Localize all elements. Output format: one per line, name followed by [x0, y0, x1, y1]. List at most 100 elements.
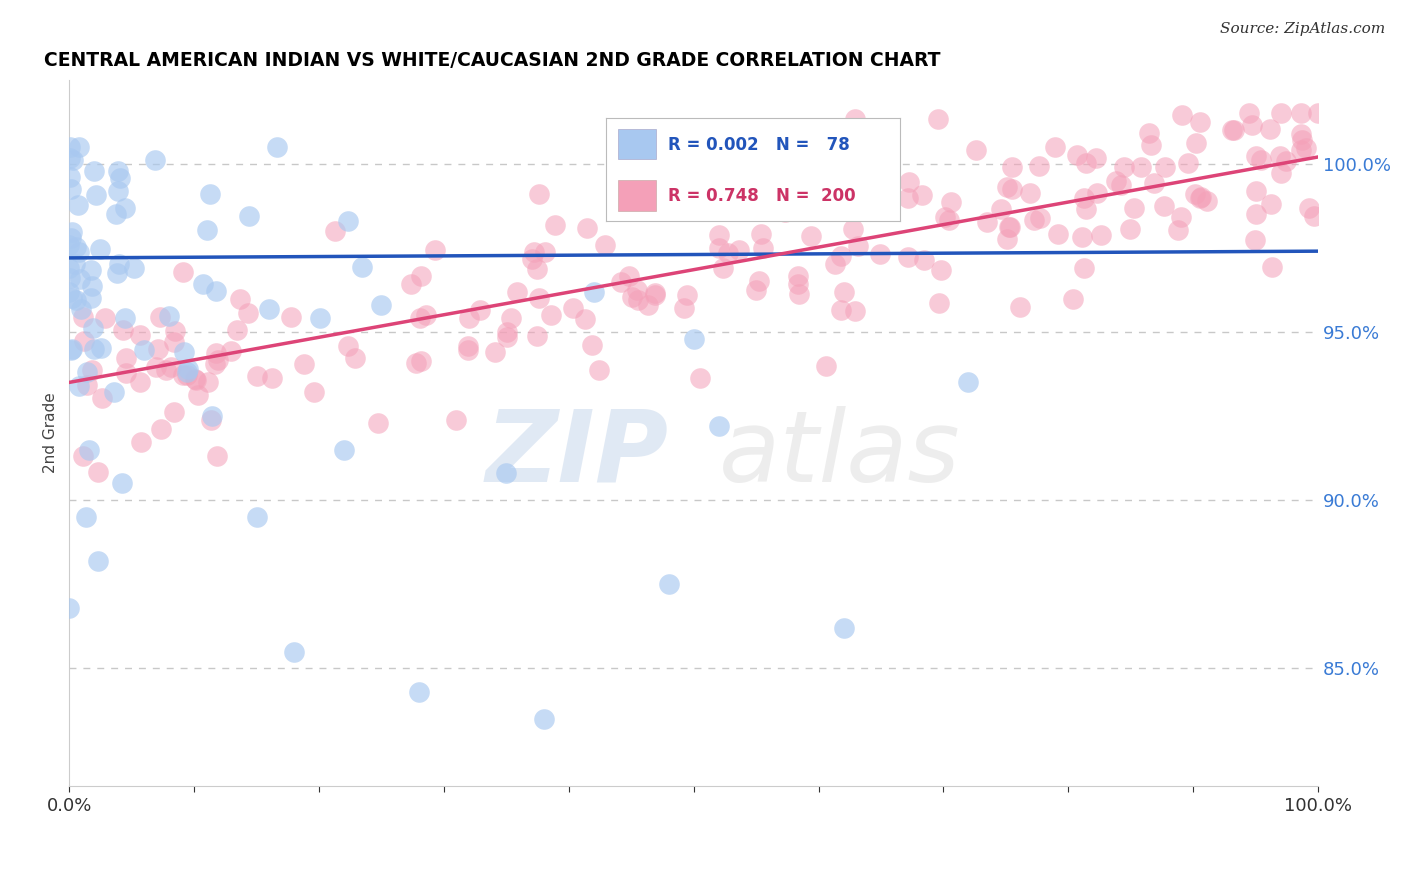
Point	[150, 422, 173, 436]
Point	[673, 301, 696, 315]
Point	[576, 220, 599, 235]
Point	[112, 323, 135, 337]
Point	[370, 298, 392, 312]
Point	[457, 343, 479, 357]
Point	[938, 212, 960, 227]
Y-axis label: 2nd Grade: 2nd Grade	[44, 392, 58, 474]
Point	[172, 265, 194, 279]
Point	[1260, 197, 1282, 211]
Point	[444, 413, 467, 427]
Point	[1291, 133, 1313, 147]
Point	[87, 465, 110, 479]
Point	[266, 140, 288, 154]
Point	[59, 182, 82, 196]
Point	[195, 223, 218, 237]
Point	[1045, 140, 1067, 154]
Point	[540, 308, 562, 322]
Point	[927, 112, 949, 127]
Point	[842, 222, 865, 236]
Point	[1001, 160, 1024, 174]
Point	[1189, 190, 1212, 204]
Point	[898, 175, 921, 189]
Point	[995, 232, 1018, 246]
Point	[246, 368, 269, 383]
Point	[1270, 166, 1292, 180]
Point	[134, 343, 156, 357]
Point	[844, 112, 866, 126]
Point	[824, 257, 846, 271]
Point	[405, 356, 427, 370]
Point	[83, 342, 105, 356]
Point	[1289, 127, 1312, 141]
Point	[533, 712, 555, 726]
Point	[58, 140, 80, 154]
Point	[505, 285, 527, 299]
Point	[581, 338, 603, 352]
Point	[176, 368, 198, 382]
Point	[176, 365, 198, 379]
Point	[1171, 108, 1194, 122]
Point	[159, 360, 181, 375]
Point	[1170, 211, 1192, 225]
Point	[1244, 207, 1267, 221]
Point	[70, 301, 93, 316]
Point	[84, 187, 107, 202]
Point	[1070, 229, 1092, 244]
Point	[682, 332, 704, 346]
Point	[998, 219, 1021, 234]
Point	[58, 237, 80, 252]
Point	[995, 180, 1018, 194]
Point	[1258, 122, 1281, 136]
Point	[1074, 202, 1097, 217]
Point	[292, 357, 315, 371]
Point	[711, 261, 734, 276]
Point	[82, 278, 104, 293]
Point	[1066, 147, 1088, 161]
Point	[205, 284, 228, 298]
Point	[58, 260, 80, 275]
Point	[1270, 106, 1292, 120]
Point	[69, 272, 91, 286]
Point	[75, 510, 97, 524]
Point	[1188, 115, 1211, 129]
Point	[1119, 222, 1142, 236]
Point	[457, 339, 479, 353]
Point	[107, 163, 129, 178]
Point	[707, 419, 730, 434]
Point	[1076, 155, 1098, 169]
Point	[484, 345, 506, 359]
Point	[998, 219, 1021, 234]
Point	[87, 554, 110, 568]
Point	[744, 283, 766, 297]
Point	[912, 252, 935, 267]
Point	[675, 287, 697, 301]
Point	[897, 250, 920, 264]
Point	[1022, 213, 1045, 227]
Point	[1028, 159, 1050, 173]
Point	[1298, 202, 1320, 216]
Point	[574, 311, 596, 326]
Point	[129, 435, 152, 450]
Point	[529, 186, 551, 201]
Text: CENTRAL AMERICAN INDIAN VS WHITE/CAUCASIAN 2ND GRADE CORRELATION CHART: CENTRAL AMERICAN INDIAN VS WHITE/CAUCASI…	[44, 51, 941, 70]
Point	[128, 327, 150, 342]
Point	[775, 205, 797, 219]
Point	[1000, 181, 1022, 195]
Point	[1275, 153, 1298, 168]
Point	[1130, 160, 1153, 174]
Point	[343, 351, 366, 366]
Point	[747, 274, 769, 288]
Point	[588, 363, 610, 377]
Point	[72, 449, 94, 463]
Point	[111, 476, 134, 491]
Point	[832, 621, 855, 635]
Point	[162, 405, 184, 419]
Point	[759, 178, 782, 193]
Point	[1140, 137, 1163, 152]
Point	[257, 302, 280, 317]
Point	[172, 368, 194, 382]
Point	[82, 321, 104, 335]
Point	[1246, 184, 1268, 198]
Point	[1109, 178, 1132, 193]
Point	[1105, 174, 1128, 188]
